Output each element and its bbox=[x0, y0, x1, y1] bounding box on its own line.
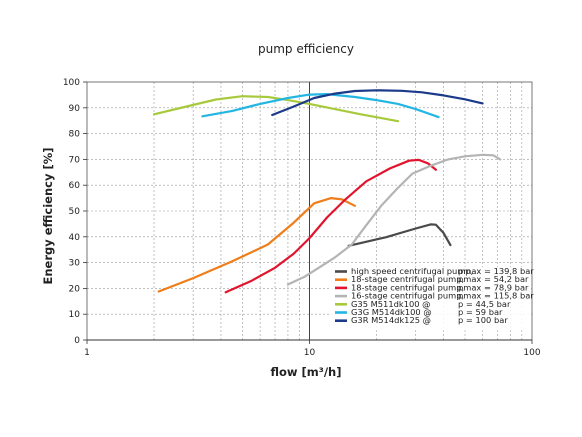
y-tick-label: 50 bbox=[69, 207, 81, 217]
y-tick-label: 20 bbox=[69, 284, 81, 294]
series-line-1 bbox=[347, 223, 452, 247]
y-tick-label: 80 bbox=[69, 130, 81, 140]
legend-name-7: G3R M514dk125 @ bbox=[351, 315, 431, 325]
legend-name-6: G3G M514dk100 @ bbox=[351, 307, 432, 317]
legend-name-1: high speed centrifugal pump, bbox=[351, 266, 473, 276]
legend-param-4: pmax = 115,8 bar bbox=[458, 291, 534, 301]
x-tick-label: 10 bbox=[304, 348, 316, 358]
series-line-6 bbox=[201, 93, 440, 119]
legend-param-1: pmax = 139,8 bar bbox=[458, 266, 534, 276]
y-tick-label: 40 bbox=[69, 233, 81, 243]
series-lines bbox=[152, 89, 502, 294]
series-line-7 bbox=[271, 89, 484, 117]
y-tick-label: 90 bbox=[69, 104, 81, 114]
x-tick-label: 100 bbox=[523, 348, 540, 358]
y-tick-label: 30 bbox=[69, 259, 81, 269]
legend: high speed centrifugal pump,pmax = 139,8… bbox=[330, 266, 534, 331]
y-tick-label: 0 bbox=[74, 336, 80, 346]
legend-param-6: p = 59 bar bbox=[458, 307, 503, 317]
y-tick-label: 70 bbox=[69, 155, 81, 165]
series-line-2 bbox=[157, 197, 356, 293]
legend-name-3: 18-stage centrifugal pump, bbox=[351, 282, 464, 292]
legend-param-3: pmax = 78,9 bar bbox=[458, 282, 529, 292]
series-line-5 bbox=[152, 95, 400, 123]
y-tick-label: 10 bbox=[69, 310, 81, 320]
y-axis-label: Energy efficiency [%] bbox=[41, 148, 55, 285]
x-tick-label: 1 bbox=[84, 348, 90, 358]
y-tick-label: 100 bbox=[63, 78, 80, 88]
legend-name-2: 18-stage centrifugal pump, bbox=[351, 274, 464, 284]
legend-param-7: p = 100 bar bbox=[458, 315, 508, 325]
legend-param-5: p = 44,5 bar bbox=[458, 299, 511, 309]
series-line-3 bbox=[224, 158, 437, 294]
grid bbox=[87, 82, 532, 340]
chart-title: pump efficiency bbox=[258, 42, 354, 56]
legend-name-5: G35 M511dk100 @ bbox=[351, 299, 430, 309]
x-axis-label: flow [m³/h] bbox=[271, 365, 342, 379]
legend-name-4: 16-stage centrifugal pump, bbox=[351, 291, 464, 301]
y-tick-label: 60 bbox=[69, 181, 81, 191]
legend-box bbox=[330, 267, 530, 331]
series-line-4 bbox=[286, 153, 502, 286]
legend-param-2: pmax = 54,2 bar bbox=[458, 274, 529, 284]
